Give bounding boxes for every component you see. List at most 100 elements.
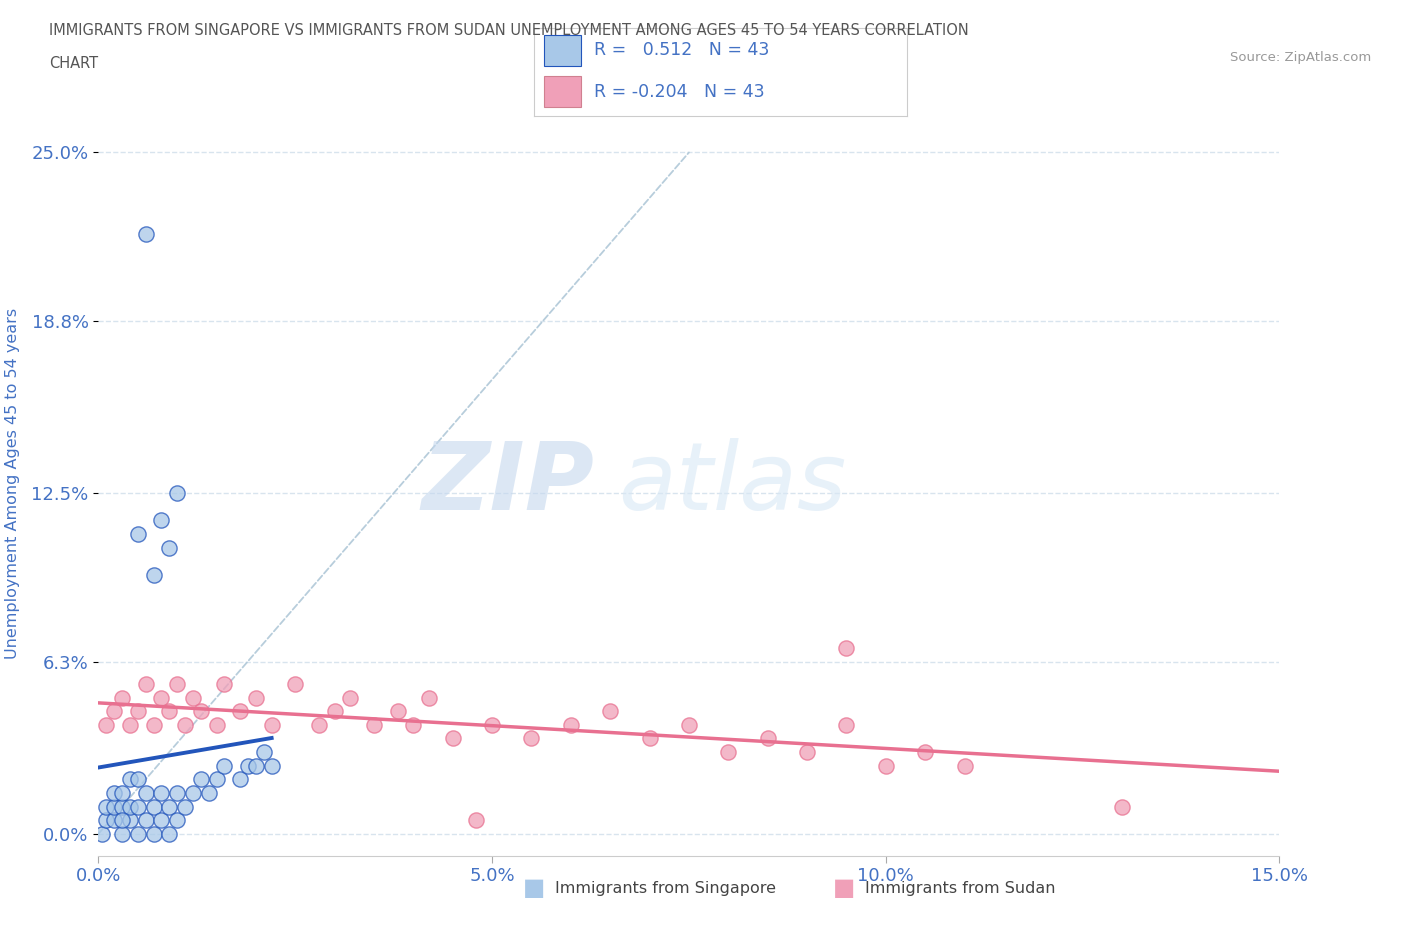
Point (127, 827, 149, 842)
Point (135, 676, 157, 691)
Point (308, 717, 330, 732)
Text: R =   0.512   N = 43: R = 0.512 N = 43 (593, 42, 769, 60)
Point (142, 799, 165, 814)
Point (135, 227, 157, 242)
Point (260, 758, 283, 773)
Point (96, 717, 118, 732)
Point (181, 690, 204, 705)
Point (678, 717, 700, 732)
Point (91, 827, 114, 842)
Point (157, 799, 180, 814)
Text: Source: ZipAtlas.com: Source: ZipAtlas.com (1230, 51, 1371, 64)
Text: Immigrants from Sudan: Immigrants from Sudan (865, 881, 1054, 896)
Point (174, 799, 197, 814)
Point (229, 704, 252, 719)
Point (142, 567, 165, 582)
Point (103, 704, 125, 719)
Point (150, 690, 173, 705)
Point (166, 813, 188, 828)
Text: ZIP: ZIP (422, 438, 595, 529)
Point (103, 799, 125, 814)
Point (481, 717, 503, 732)
Point (638, 731, 661, 746)
Point (560, 717, 582, 732)
Point (96, 799, 118, 814)
Point (465, 813, 488, 828)
Y-axis label: Unemployment Among Ages 45 to 54 years: Unemployment Among Ages 45 to 54 years (6, 308, 20, 659)
Point (214, 676, 236, 691)
Point (181, 786, 204, 801)
Point (135, 786, 157, 801)
Point (190, 704, 212, 719)
Point (96, 813, 118, 828)
Point (127, 526, 149, 541)
Point (717, 745, 740, 760)
Point (157, 704, 180, 719)
Point (142, 827, 165, 842)
Point (914, 745, 936, 760)
Point (118, 799, 141, 814)
Point (1111, 799, 1133, 814)
Point (127, 704, 149, 719)
Point (111, 690, 134, 705)
Point (363, 717, 385, 732)
Point (284, 676, 307, 691)
Point (520, 731, 543, 746)
Point (166, 786, 188, 801)
Bar (544, 76, 581, 108)
Point (111, 813, 134, 828)
Point (135, 813, 157, 828)
Text: ■: ■ (523, 876, 546, 900)
Text: IMMIGRANTS FROM SINGAPORE VS IMMIGRANTS FROM SUDAN UNEMPLOYMENT AMONG AGES 45 TO: IMMIGRANTS FROM SINGAPORE VS IMMIGRANTS … (49, 23, 969, 38)
Point (111, 827, 134, 842)
Point (387, 704, 409, 719)
Point (205, 772, 228, 787)
Point (229, 772, 252, 787)
Point (214, 758, 236, 773)
Point (756, 731, 779, 746)
Point (174, 717, 197, 732)
Point (835, 641, 858, 656)
Point (599, 704, 621, 719)
Point (111, 786, 134, 801)
Point (441, 731, 464, 746)
Point (253, 745, 276, 760)
Point (245, 758, 267, 773)
Point (127, 772, 149, 787)
Point (418, 690, 440, 705)
Point (150, 786, 173, 801)
Text: Immigrants from Singapore: Immigrants from Singapore (555, 881, 776, 896)
Point (197, 786, 219, 801)
Point (111, 799, 134, 814)
Point (402, 717, 425, 732)
Point (166, 485, 188, 500)
Point (142, 717, 165, 732)
Point (953, 758, 976, 773)
Text: atlas: atlas (619, 438, 846, 529)
Point (103, 813, 125, 828)
Bar (544, 35, 581, 66)
Point (127, 799, 149, 814)
Point (190, 772, 212, 787)
Point (157, 540, 180, 555)
Point (118, 717, 141, 732)
Point (205, 717, 228, 732)
Text: R = -0.204   N = 43: R = -0.204 N = 43 (593, 83, 765, 101)
Point (260, 717, 283, 732)
Text: CHART: CHART (49, 56, 98, 71)
Point (166, 676, 188, 691)
Point (103, 786, 125, 801)
Point (118, 772, 141, 787)
Point (796, 745, 818, 760)
Point (323, 704, 346, 719)
Text: ■: ■ (832, 876, 855, 900)
Point (118, 813, 141, 828)
Point (875, 758, 897, 773)
Point (245, 690, 267, 705)
Point (236, 758, 259, 773)
Point (150, 813, 173, 828)
Point (150, 513, 173, 528)
Point (157, 827, 180, 842)
Point (339, 690, 361, 705)
Point (835, 717, 858, 732)
